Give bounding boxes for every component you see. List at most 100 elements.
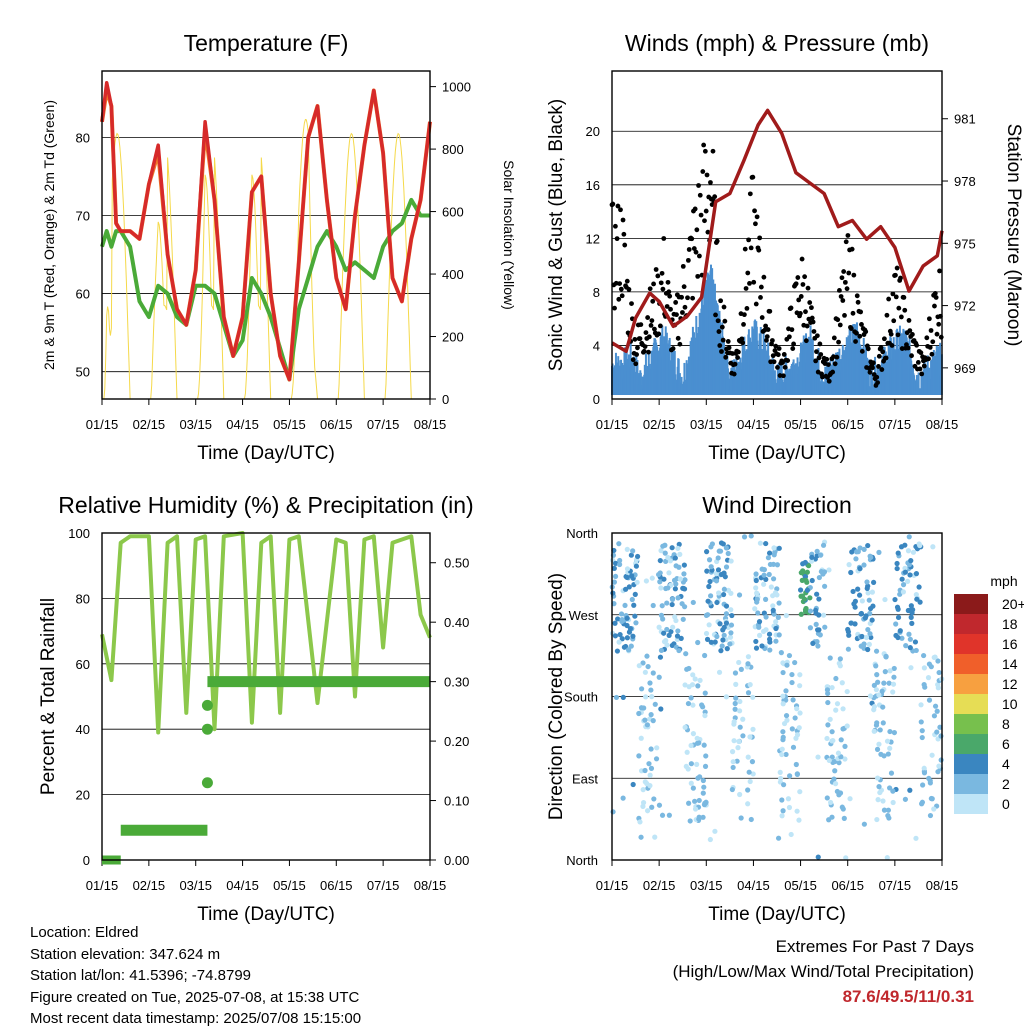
direction-point [925, 675, 932, 681]
direction-point [888, 770, 895, 776]
gust-point [710, 148, 716, 154]
direction-point [841, 815, 847, 821]
x-tick-label: 02/15 [133, 878, 166, 893]
y-tick-label: 50 [76, 365, 90, 380]
direction-point [834, 701, 841, 707]
direction-point [730, 764, 736, 771]
gust-point [681, 284, 687, 290]
direction-point [703, 753, 709, 759]
direction-point [789, 671, 795, 678]
legend-swatch [954, 694, 988, 714]
direction-point [876, 692, 882, 698]
gust-point [917, 366, 923, 372]
direction-point [777, 769, 783, 775]
direction-point [874, 816, 880, 823]
station-info: Location: Eldred Station elevation: 347.… [30, 922, 361, 1030]
direction-point [660, 616, 666, 622]
direction-point [753, 645, 760, 651]
gust-point [809, 305, 814, 311]
direction-point [685, 766, 691, 772]
direction-point [642, 767, 648, 774]
direction-point [714, 599, 720, 606]
direction-point [783, 688, 789, 694]
gust-point [817, 341, 823, 347]
direction-point [655, 571, 662, 578]
gust-point [804, 323, 810, 329]
direction-point [761, 610, 767, 616]
direction-point [899, 576, 905, 582]
direction-point [630, 548, 636, 554]
gust-point [685, 295, 690, 301]
x-tick-label: 08/15 [926, 878, 959, 893]
direction-point [844, 723, 850, 729]
gust-point [791, 341, 796, 347]
direction-point [747, 734, 753, 740]
direction-point [612, 620, 618, 626]
chart-title-direction: Wind Direction [702, 492, 852, 518]
direction-point [658, 647, 665, 654]
x-tick-label: 06/15 [831, 417, 864, 432]
direction-point [700, 814, 706, 820]
legend-swatch [954, 734, 988, 754]
gust-point [846, 270, 852, 276]
direction-point [775, 614, 781, 620]
gust-point [719, 324, 725, 330]
direction-point [669, 601, 675, 608]
direction-point [803, 577, 809, 583]
legend-label: 10 [1002, 696, 1018, 712]
x-tick-label: 05/15 [273, 878, 306, 893]
direction-point [829, 738, 835, 744]
panel-winds [609, 70, 948, 405]
direction-point [871, 707, 877, 713]
direction-point [740, 733, 746, 739]
legend-swatch [954, 654, 988, 674]
direction-point [610, 590, 616, 596]
gust-point [788, 305, 794, 311]
direction-point [877, 727, 883, 733]
direction-point [776, 545, 782, 551]
direction-point [684, 666, 690, 672]
direction-point [701, 742, 707, 748]
direction-point [829, 729, 835, 735]
direction-point [881, 807, 888, 813]
x-tick-label: 02/15 [643, 878, 676, 893]
gust-point [695, 273, 701, 279]
y-right-tick-label: 200 [442, 330, 464, 345]
gust-point [763, 323, 768, 329]
gust-point [781, 373, 786, 379]
direction-point [657, 557, 663, 564]
y-tick-label: 20 [76, 788, 90, 803]
direction-point [624, 615, 630, 621]
direction-point [728, 622, 735, 628]
direction-point [886, 785, 893, 791]
x-tick-label: 08/15 [414, 417, 447, 432]
direction-point [728, 607, 734, 613]
gust-point [850, 310, 856, 316]
direction-point [829, 684, 835, 691]
y-tick-label: 20 [586, 124, 600, 139]
direction-point [690, 672, 696, 678]
y-axis-label-left: Sonic Wind & Gust (Blue, Black) [546, 99, 567, 371]
gust-point [775, 364, 780, 370]
gust-point [888, 331, 894, 337]
direction-point [756, 619, 763, 625]
direction-point [781, 782, 787, 788]
direction-point [882, 669, 888, 675]
direction-point [766, 636, 773, 642]
direction-point [802, 607, 809, 613]
gust-point [768, 359, 774, 365]
direction-point [650, 670, 656, 676]
gust-point [842, 279, 848, 285]
direction-point [844, 688, 850, 695]
direction-point [663, 558, 669, 564]
direction-point [918, 719, 924, 725]
direction-point [908, 603, 914, 609]
gust-point [722, 318, 728, 324]
y-tick-label: 80 [76, 591, 90, 606]
gust-point [668, 306, 673, 312]
direction-point [797, 710, 803, 716]
direction-point [887, 668, 893, 674]
gust-point [642, 344, 648, 350]
direction-point [695, 683, 701, 689]
gust-point [661, 236, 667, 241]
